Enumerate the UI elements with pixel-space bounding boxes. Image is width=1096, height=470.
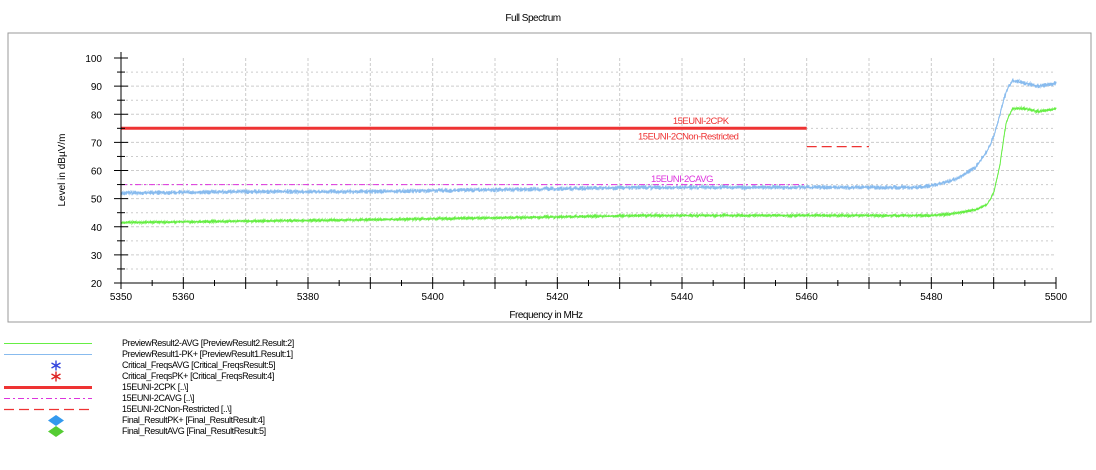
series-line: [120, 105, 1057, 226]
legend-symbol: [48, 426, 64, 437]
y-tick-label: 70: [91, 138, 103, 149]
legend-symbol: [4, 408, 92, 411]
y-tick-label: 40: [91, 223, 103, 234]
x-tick-label: 5350: [110, 292, 133, 303]
legend-item: PreviewResult2-AVG [PreviewResult2.Resul…: [0, 338, 600, 349]
legend-item: Critical_FreqsAVG [Critical_FreqsResult:…: [0, 360, 600, 371]
legend-symbol: [51, 371, 61, 382]
legend-item: 15EUNI-2CAVG [..\]: [0, 393, 600, 404]
diamond-icon: [48, 426, 64, 437]
chart-frame: [7, 32, 1092, 323]
legend-symbol: [4, 343, 92, 344]
legend-label: PreviewResult1-PK+ [PreviewResult1.Resul…: [122, 349, 293, 359]
legend: PreviewResult2-AVG [PreviewResult2.Resul…: [0, 338, 600, 437]
x-tick-label: 5500: [1045, 292, 1068, 303]
x-tick-label: 5360: [172, 292, 195, 303]
legend-symbol: [51, 360, 61, 371]
asterisk-icon: [51, 360, 61, 371]
legend-label: 15EUNI-2CAVG [..\]: [122, 393, 195, 403]
annotations: 15EUNI-2CPK 15EUNI-2CNon-Restricted 15EUNI…: [638, 116, 739, 185]
y-tick-label: 100: [85, 54, 102, 65]
legend-symbol: [4, 398, 92, 399]
limit-annotation: 15EUNI-2CNon-Restricted: [638, 132, 739, 143]
legend-label: Final_ResultPK+ [Final_ResultResult:4]: [122, 415, 265, 425]
legend-symbol: [4, 386, 92, 389]
y-tick-label: 20: [91, 279, 103, 290]
limit-annotation: 15EUNI-2CPK: [673, 116, 730, 127]
legend-label: 15EUNI-2CNon-Restricted [..\]: [122, 404, 232, 414]
x-tick-label: 5400: [422, 292, 445, 303]
x-axis-label: Frequency in MHz: [509, 310, 583, 321]
y-tick-label: 80: [91, 110, 103, 121]
legend-label: 15EUNI-2CPK [..\]: [122, 382, 189, 392]
legend-label: PreviewResult2-AVG [PreviewResult2.Resul…: [122, 338, 294, 348]
limit-annotation: 15EUNI-2CAVG: [651, 174, 713, 185]
x-tick-label: 5480: [920, 292, 943, 303]
series-line: [120, 78, 1057, 197]
asterisk-icon: [51, 371, 61, 382]
series-layer: [120, 78, 1057, 226]
axes: 20 30 40 50 60 70 80 90 100 5350 5360 5380 5400 5420 5…: [85, 52, 1068, 303]
x-tick-label: 5380: [297, 292, 320, 303]
legend-item: PreviewResult1-PK+ [PreviewResult1.Resul…: [0, 349, 600, 360]
y-axis-label: Level in dBµV/m: [57, 133, 68, 206]
legend-label: Final_ResultAVG [Final_ResultResult:5]: [122, 426, 266, 436]
legend-label: Critical_FreqsPK+ [Critical_FreqsResult:…: [122, 371, 275, 381]
spectrum-chart: Full Spectrum Level in dBµV/m Frequency …: [7, 13, 1092, 323]
y-tick-label: 50: [91, 195, 103, 206]
y-tick-label: 60: [91, 167, 103, 178]
legend-symbol: [4, 354, 92, 355]
legend-item: 15EUNI-2CNon-Restricted [..\]: [0, 404, 600, 415]
legend-item: 15EUNI-2CPK [..\]: [0, 382, 600, 393]
legend-symbol: [48, 415, 64, 426]
legend-item: Final_ResultAVG [Final_ResultResult:5]: [0, 426, 600, 437]
diamond-icon: [48, 415, 64, 426]
legend-label: Critical_FreqsAVG [Critical_FreqsResult:…: [122, 360, 276, 370]
y-tick-label: 30: [91, 251, 103, 262]
x-tick-label: 5440: [671, 292, 694, 303]
x-tick-label: 5460: [796, 292, 819, 303]
legend-item: Final_ResultPK+ [Final_ResultResult:4]: [0, 415, 600, 426]
x-tick-label: 5420: [546, 292, 569, 303]
chart-title: Full Spectrum: [505, 13, 560, 24]
y-tick-label: 90: [91, 82, 103, 93]
legend-item: Critical_FreqsPK+ [Critical_FreqsResult:…: [0, 371, 600, 382]
